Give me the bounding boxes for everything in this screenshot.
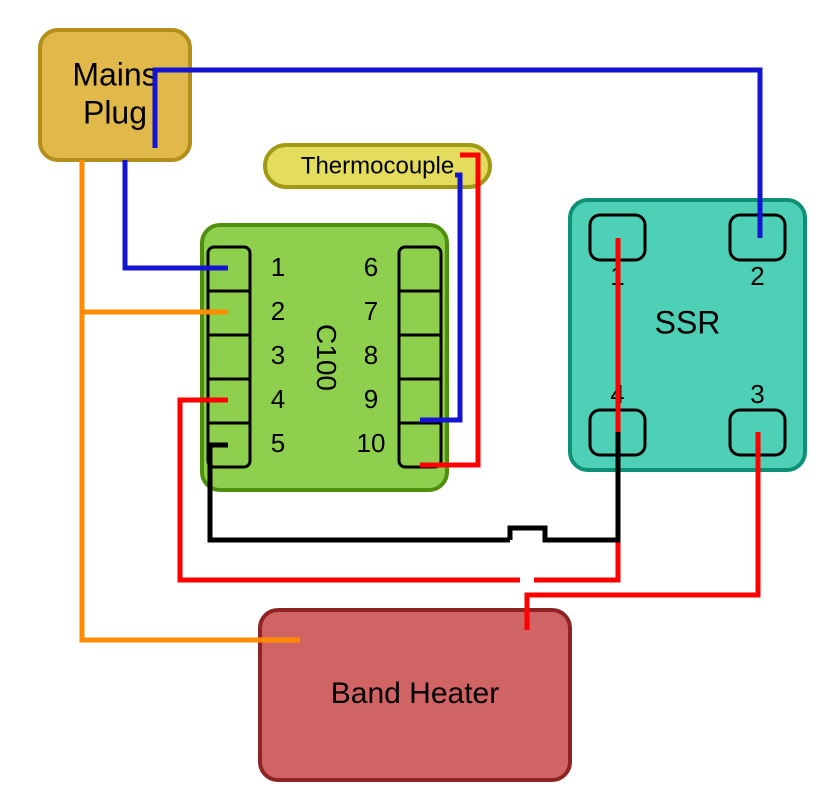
band-heater-label: Band Heater (331, 677, 499, 710)
c100-pin-left-5: 5 (271, 428, 285, 458)
c100-pin-left-2: 2 (271, 296, 285, 326)
c100-pin-right-2: 7 (364, 296, 378, 326)
c100-pin-left-3: 3 (271, 340, 285, 370)
ssr-pad-label-3: 3 (750, 379, 764, 409)
c100-pin-left-4: 4 (271, 384, 285, 414)
c100-left-pinblock (208, 247, 250, 467)
c100-pin-right-3: 8 (364, 340, 378, 370)
c100-pin-right-5: 10 (357, 428, 386, 458)
thermocouple-label: Thermocouple (301, 152, 454, 179)
mains-plug-label2: Plug (83, 94, 147, 130)
ssr-label: SSR (655, 304, 721, 340)
c100-label: C100 (311, 324, 342, 391)
mains-plug-label1: Mains (72, 56, 157, 92)
c100-right-pinblock (399, 247, 441, 467)
ssr-pad-label-2: 2 (750, 261, 764, 291)
c100-pin-left-1: 1 (271, 252, 285, 282)
c100-pin-right-1: 6 (364, 252, 378, 282)
c100-pin-right-4: 9 (364, 384, 378, 414)
